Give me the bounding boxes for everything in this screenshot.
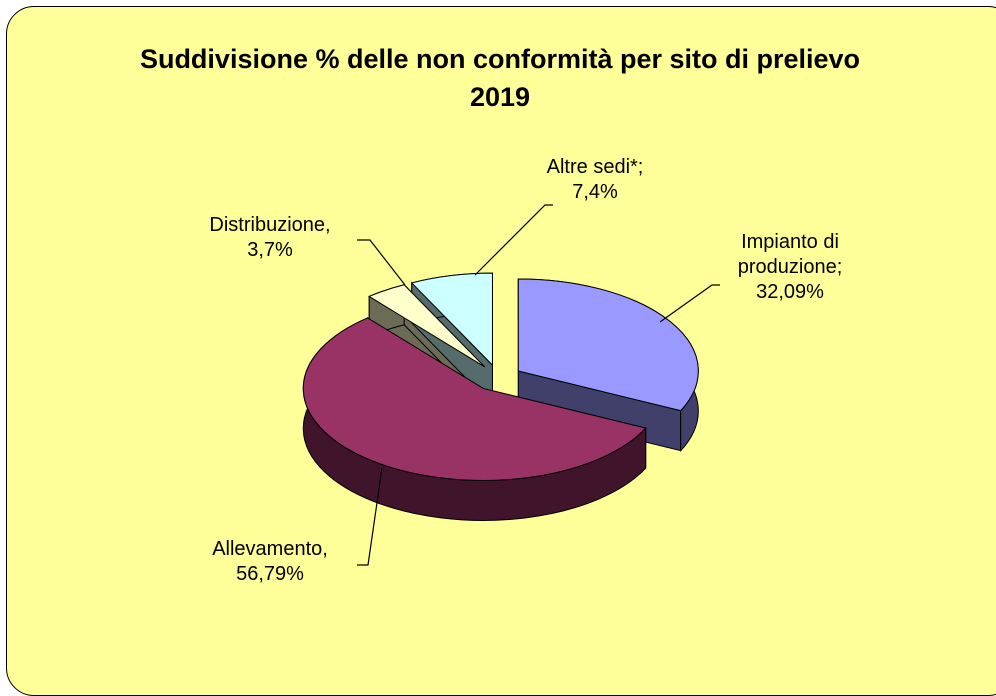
pie-slice [410, 272, 493, 367]
label-value: 7,4% [572, 181, 618, 203]
label-value: 32,09% [756, 281, 824, 303]
leader-lines [357, 204, 720, 566]
leader-line [659, 284, 720, 323]
label-category: Allevamento, [212, 538, 328, 560]
pie-tops [302, 272, 699, 481]
data-label: Distribuzione, 3,7% [185, 213, 355, 263]
leader-line [357, 467, 383, 566]
data-label: Allevamento, 56,79% [185, 537, 355, 587]
page: Suddivisione % delle non conformità per … [6, 6, 996, 696]
pie-slice [517, 278, 699, 412]
label-value: 56,79% [236, 563, 304, 585]
chart-area [6, 6, 996, 696]
data-label: Impianto di produzione; 32,09% [705, 230, 875, 305]
label-value: 3,7% [247, 239, 293, 261]
label-category: Altre sedi*; [546, 156, 644, 178]
leader-line [357, 239, 406, 286]
leader-line [474, 204, 553, 276]
label-category: Impianto di produzione; [737, 231, 843, 278]
chart-title: Suddivisione % delle non conformità per … [139, 44, 861, 112]
chart [302, 204, 720, 566]
label-category: Distribuzione, [209, 214, 331, 236]
data-label: Altre sedi*; 7,4% [510, 155, 680, 205]
pie-slice [302, 317, 647, 481]
